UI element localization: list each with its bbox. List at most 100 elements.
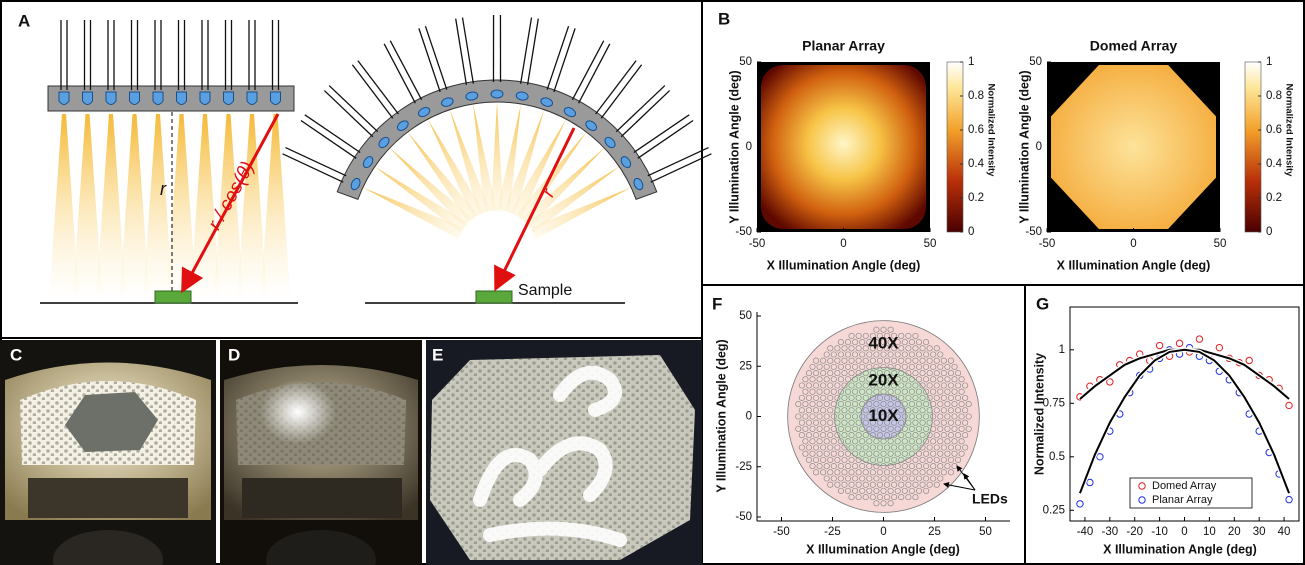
wire — [648, 148, 709, 176]
x-tick-label: 25 — [928, 526, 941, 538]
colorbar-tick-label: 0.2 — [968, 192, 984, 204]
legend-label: Domed Array — [1152, 480, 1217, 492]
photo-bright — [260, 380, 336, 444]
panel-g: -40-30-20-100102030400.250.50.751Domed A… — [1032, 294, 1299, 556]
figure: Arr / cos(θ)rSample C D E B Planar Array… — [0, 0, 1305, 565]
wire — [621, 91, 670, 137]
panel-label: G — [1036, 294, 1049, 313]
map-title: Domed Array — [1090, 38, 1178, 54]
led — [130, 92, 140, 105]
colorbar-label: Normalized Intensity — [1283, 84, 1294, 178]
y-tick-label: -50 — [735, 511, 752, 523]
photo-base — [242, 478, 402, 518]
wire — [305, 115, 360, 153]
y-tick-label: 0.5 — [1049, 451, 1065, 463]
colorbar-tick-label: 0 — [1266, 226, 1272, 238]
pointer — [964, 474, 975, 490]
colorbar-tick-label: 0.8 — [1266, 90, 1282, 102]
annotation: r — [160, 179, 167, 199]
x-tick-label: 50 — [979, 526, 992, 538]
x-tick-label: -30 — [1102, 526, 1119, 538]
y-axis-label: Y Illumination Angle (deg) — [727, 70, 741, 223]
y-tick-label: 25 — [739, 360, 752, 372]
x-tick-label: 40 — [1278, 526, 1291, 538]
x-tick-label: 30 — [1253, 526, 1266, 538]
wire — [358, 61, 399, 114]
x-axis-label: X Illumination Angle (deg) — [806, 542, 960, 556]
x-tick-label: -50 — [1039, 238, 1056, 250]
sample — [476, 291, 512, 303]
colorbar-tick-label: 1 — [1266, 56, 1272, 68]
y-tick-label: -50 — [1025, 226, 1042, 238]
colorbar-label: Normalized Intensity — [985, 84, 996, 178]
y-tick-label: 50 — [739, 310, 752, 322]
colorbar-tick-label: 0.6 — [1266, 124, 1282, 136]
y-axis-label: Y Illumination Angle (deg) — [1017, 70, 1031, 223]
x-tick-label: -20 — [1126, 526, 1143, 538]
x-tick-label: 0 — [840, 238, 846, 250]
wire — [324, 91, 373, 137]
wire — [579, 44, 610, 103]
sample — [155, 291, 191, 303]
wire — [285, 148, 346, 176]
colorbar-tick-label: 0.6 — [968, 124, 984, 136]
wire — [329, 86, 378, 132]
wire — [634, 115, 689, 153]
x-tick-label: 20 — [1228, 526, 1241, 538]
led — [271, 92, 281, 105]
y-tick-label: -25 — [735, 461, 752, 473]
y-axis-label: Y Illumination Angle (deg) — [714, 339, 728, 492]
led — [491, 90, 503, 98]
x-tick-label: 50 — [1214, 238, 1227, 250]
x-tick-label: -40 — [1077, 526, 1094, 538]
colorbar-tick-label: 0.4 — [1266, 158, 1283, 170]
x-axis-label: X Illumination Angle (deg) — [1057, 258, 1211, 272]
region-label: 20X — [868, 370, 899, 389]
annotation: LEDs — [972, 491, 1008, 507]
led — [59, 92, 69, 105]
colorbar — [1245, 62, 1261, 232]
panel-a: Arr / cos(θ)rSample — [18, 11, 711, 303]
wire — [616, 86, 665, 132]
colorbar-tick-label: 1 — [968, 56, 974, 68]
panel-label: B — [718, 9, 730, 28]
y-tick-label: 50 — [739, 56, 752, 68]
wire — [601, 65, 641, 118]
colorbar-tick-label: 0.8 — [968, 90, 984, 102]
colorbar-tick-label: 0.4 — [968, 158, 985, 170]
wire — [390, 41, 421, 100]
colorbar — [947, 62, 963, 232]
led — [224, 92, 234, 105]
colorbar-tick-label: 0.2 — [1266, 192, 1282, 204]
photo-base — [28, 478, 188, 518]
colorbar-tick-label: 0 — [968, 226, 974, 238]
y-tick-label: 0.25 — [1043, 504, 1065, 516]
x-tick-label: 10 — [1203, 526, 1216, 538]
panel-f: F 40X20X10X-50-2502550-50-2502550X Illum… — [712, 294, 1010, 556]
led — [247, 92, 257, 105]
panel-label: E — [432, 345, 443, 364]
wire — [384, 44, 415, 103]
region-label: 40X — [868, 334, 899, 353]
panel-b: B Planar Array-50050-50050X Illumination… — [718, 9, 1294, 272]
led — [83, 92, 93, 105]
y-tick-label: -50 — [735, 226, 752, 238]
panel-label: C — [10, 345, 22, 364]
y-tick-label: 0 — [746, 141, 752, 153]
legend-label: Planar Array — [1152, 494, 1213, 506]
led — [200, 92, 210, 105]
panel-label: F — [712, 294, 722, 313]
y-tick-label: 0 — [746, 411, 752, 423]
x-tick-label: 0 — [1181, 526, 1187, 538]
y-tick-label: 0 — [1036, 141, 1042, 153]
led — [177, 92, 187, 105]
x-tick-label: -25 — [824, 526, 841, 538]
wire — [596, 61, 637, 114]
y-axis-label: Normalized Intensity — [1032, 353, 1046, 475]
wire — [638, 120, 693, 158]
photo-c: C — [0, 340, 216, 565]
wire — [283, 154, 344, 182]
y-tick-label: 1 — [1059, 344, 1065, 356]
x-axis-label: X Illumination Angle (deg) — [767, 258, 921, 272]
x-axis-label: X Illumination Angle (deg) — [1103, 542, 1257, 556]
